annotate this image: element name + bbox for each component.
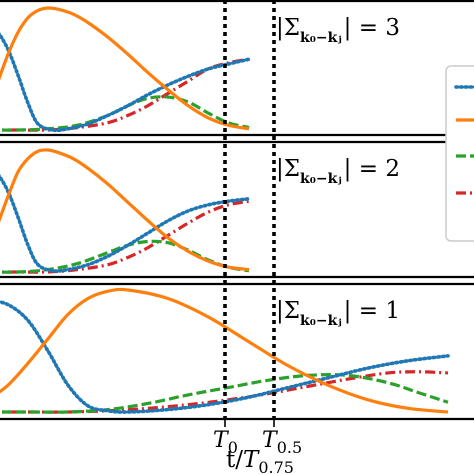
panel-1-curves — [0, 6, 251, 133]
series-red-line — [0, 199, 250, 274]
panel-3: |Σk₀−kⱼ| = 1 — [0, 282, 474, 421]
x-tick-label-1: T0.5 — [262, 428, 302, 457]
panel-annotation: |Σk₀−kⱼ| = 3 — [276, 15, 400, 46]
panel-3-curves — [0, 287, 450, 414]
x-axis-label: t/T0.75 — [226, 447, 294, 474]
panel-annotation: |Σk₀−kⱼ| = 1 — [276, 298, 400, 329]
panel-1: |Σk₀−kⱼ| = 3 — [0, 0, 474, 137]
x-axis: T0 T0.5t/T0.75 — [213, 420, 302, 474]
series-orange-line — [0, 6, 250, 131]
legend-box — [445, 65, 474, 242]
legend — [445, 65, 474, 242]
series-blue-line — [0, 32, 251, 133]
series-orange-line — [0, 148, 250, 272]
series-green-line — [0, 373, 449, 414]
panels-layer: |Σk₀−kⱼ| = 3 |Σk₀−kⱼ| = 2 |Σk₀−kⱼ| = 1 — [0, 0, 474, 421]
series-orange-line — [0, 287, 449, 414]
x-tick-label-0: T0 — [213, 428, 238, 457]
panel-2: |Σk₀−kⱼ| = 2 — [0, 140, 474, 279]
series-blue-line — [0, 300, 450, 414]
series-blue-line — [0, 174, 251, 273]
panel-2-curves — [0, 148, 251, 274]
vertical-lines — [223, 0, 276, 420]
panel-annotation: |Σk₀−kⱼ| = 2 — [276, 156, 400, 187]
